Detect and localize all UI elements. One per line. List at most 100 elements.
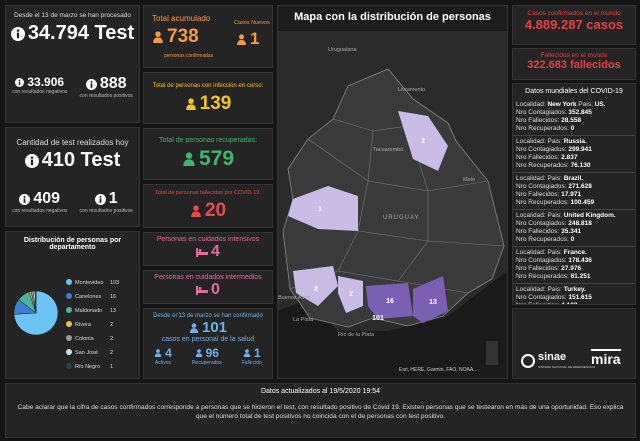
attribution: Esri, HERE, Garmin, FAO, NOAA... — [399, 367, 477, 373]
field-value: 2.837 — [561, 154, 578, 161]
map: 2 1 2 2 16 101 13 Uruguaiana Livramento … — [278, 31, 507, 376]
borders — [289, 118, 505, 294]
value: 579 — [198, 147, 235, 170]
legend-name: Rivera — [75, 322, 92, 328]
field-label: Nro Contagiados: — [516, 294, 567, 301]
entry-line: Nro Recuperados: 100.459 — [516, 199, 632, 207]
person-icon — [190, 205, 202, 217]
count-label: 101 — [372, 315, 384, 322]
country-list[interactable]: Localidad: New York Pais: US. Nro Contagi… — [513, 99, 635, 304]
tests-today-panel: Cantidad de test realizados hoy 410 Test… — [5, 127, 140, 227]
country-entry: Localidad: Pais: Russia. Nro Contagiados:… — [513, 136, 635, 173]
value: 139 — [199, 93, 232, 114]
count-label: 13 — [429, 299, 437, 306]
value: 1 — [254, 346, 261, 360]
entry-line: Nro Recuperados: 76.130 — [516, 162, 632, 170]
entry-line: Nro Contagiados: 352.845 — [516, 109, 632, 117]
value: 4 — [165, 346, 172, 360]
field-label: Nro Recuperados: — [516, 162, 569, 169]
field-value: 4.199 — [561, 302, 577, 304]
legend-swatch — [66, 349, 72, 355]
field-label: Pais: — [547, 212, 562, 219]
value: 4.889.287 casos — [524, 17, 624, 32]
label: Personas en cuidados intensivos — [156, 236, 260, 243]
info-icon — [25, 154, 39, 168]
label: Casos Nuevos — [234, 20, 270, 26]
region — [413, 276, 448, 323]
field-value: New York — [547, 101, 577, 108]
field-value: 17.971 — [561, 191, 582, 198]
region — [398, 111, 448, 171]
entry-line: Nro Recuperados: 0 — [516, 236, 632, 244]
label: Personas en cuidados intermedios — [154, 274, 262, 281]
entry-line: Nro Contagiados: 271.628 — [516, 183, 632, 191]
health-panel: Desde el 13 de marzo se han confirmado 1… — [143, 308, 273, 379]
field-label: Localidad: — [516, 286, 546, 293]
label: Cantidad de test realizados hoy — [16, 138, 129, 147]
country-entry: Localidad: Pais: United Kingdom. Nro Cont… — [513, 210, 635, 247]
legend-name: Montevideo — [75, 280, 103, 286]
field-value: US. — [594, 101, 606, 108]
entry-line: Nro Recuperados: 0 — [516, 125, 632, 133]
field-value: 61.251 — [570, 273, 591, 280]
legend-swatch — [66, 335, 72, 341]
person-icon — [195, 349, 203, 357]
value: 322.683 fallecidos — [527, 59, 621, 71]
legend-name: Río Negro — [75, 364, 100, 370]
legend-value: 16 — [110, 294, 116, 300]
pie-chart: Montevideo 103 Canelones 16 Maldonado 13 River… — [13, 279, 119, 370]
world-list-panel: Datos mundiales del COVID-19 Localidad: … — [512, 83, 636, 305]
zoom-control[interactable] — [486, 341, 498, 365]
title: Distribución de personas por departament… — [23, 237, 122, 251]
count-label: 2 — [314, 286, 318, 293]
field-value: France. — [563, 249, 587, 256]
logo: sinae — [538, 351, 567, 363]
legend-value: 2 — [110, 350, 113, 356]
field-value: Brazil. — [563, 175, 584, 182]
region — [366, 283, 413, 319]
logos-panel: sinae SISTEMA NACIONAL DE EMERGENCIAS mi… — [512, 308, 636, 379]
legend-swatch — [66, 279, 72, 285]
entry-line: Localidad: Pais: Russia. — [516, 138, 632, 146]
legend-name: Maldonado — [75, 308, 102, 314]
world-deaths-panel: Fallecidos en el mundo 322.683 fallecido… — [512, 48, 636, 80]
place-label: La Plata — [293, 317, 314, 323]
note: Cabe aclarar que la cifra de casos confi… — [17, 404, 624, 420]
country — [282, 68, 505, 328]
label: Fallecidos en el mundo — [540, 52, 608, 59]
legend-swatch — [66, 307, 72, 313]
field-label: Pais: — [547, 175, 562, 182]
field-value: 299.941 — [568, 146, 592, 153]
legend-name: Colonia — [75, 336, 95, 342]
field-label: Localidad: — [516, 249, 546, 256]
field-label: Localidad: — [516, 175, 546, 182]
entry-line: Nro Fallecidos: 4.199 — [516, 302, 632, 304]
field-label: Nro Recuperados: — [516, 236, 569, 243]
place-label: Río de la Plata — [338, 332, 375, 338]
label: Total de personas fallecidas por COVID-1… — [155, 190, 261, 196]
field-label: Pais: — [547, 138, 562, 145]
count-label: 16 — [386, 298, 394, 305]
region — [338, 276, 363, 313]
label: casos en personal de la salud — [161, 336, 255, 343]
tests-panel: Desde el 13 de marzo se han procesado 34… — [5, 5, 140, 123]
deaths-panel: Total de personas fallecidas por COVID-1… — [143, 184, 273, 228]
intermediate-panel: Personas en cuidados intermedios 0 — [143, 270, 273, 304]
field-value: 0 — [570, 236, 575, 243]
person-icon — [182, 152, 196, 166]
field-label: Nro Fallecidos: — [516, 191, 560, 198]
value: 409 — [33, 190, 61, 207]
label: Recuperados — [191, 360, 222, 366]
field-label: Nro Recuperados: — [516, 273, 569, 280]
country-entry: Localidad: Pais: Turkey. Nro Contagiados:… — [513, 284, 635, 304]
field-value: 352.845 — [568, 109, 592, 116]
label: Desde el 13 de marzo se han procesado — [13, 12, 132, 19]
legend-value: 2 — [110, 336, 113, 342]
person-icon — [152, 31, 164, 43]
field-value: Turkey. — [563, 286, 586, 293]
country-entry: Localidad: Pais: Brazil. Nro Contagiados:… — [513, 173, 635, 210]
value: 34.794 Test — [27, 22, 135, 44]
entry-line: Nro Fallecidos: 35.341 — [516, 228, 632, 236]
pie-slice — [34, 290, 37, 314]
